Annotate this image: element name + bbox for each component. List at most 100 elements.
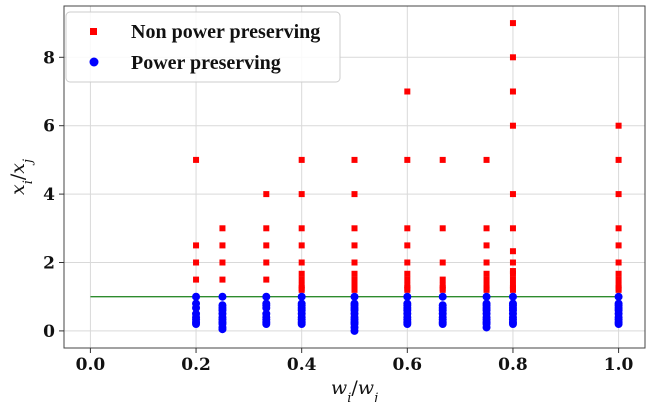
point-non-power-preserving xyxy=(404,156,411,163)
point-non-power-preserving xyxy=(483,259,490,266)
point-non-power-preserving xyxy=(298,242,305,249)
point-non-power-preserving xyxy=(483,242,490,249)
data-points xyxy=(192,20,623,335)
point-non-power-preserving xyxy=(193,276,200,283)
point-non-power-preserving xyxy=(615,286,622,293)
point-power-preserving xyxy=(403,320,412,329)
point-non-power-preserving xyxy=(351,225,358,232)
point-non-power-preserving xyxy=(298,270,305,277)
point-non-power-preserving xyxy=(509,270,516,277)
point-non-power-preserving xyxy=(263,225,270,232)
point-power-preserving xyxy=(262,303,271,312)
point-non-power-preserving xyxy=(615,259,622,266)
point-non-power-preserving xyxy=(509,276,516,283)
legend-box xyxy=(65,11,341,83)
point-non-power-preserving xyxy=(439,286,446,293)
point-non-power-preserving xyxy=(193,259,200,266)
x-tick-label: 0.8 xyxy=(498,355,528,375)
x-tick-label: 1.0 xyxy=(604,355,634,375)
point-non-power-preserving xyxy=(298,286,305,293)
y-tick-label: 6 xyxy=(43,117,55,137)
y-axis-ticks: 0 2 4 6 8 xyxy=(43,48,64,342)
point-non-power-preserving xyxy=(439,259,446,266)
point-non-power-preserving xyxy=(509,54,516,61)
point-non-power-preserving xyxy=(509,122,516,129)
point-power-preserving xyxy=(297,320,306,329)
point-non-power-preserving xyxy=(351,286,358,293)
y-tick-label: 2 xyxy=(43,254,55,274)
point-non-power-preserving xyxy=(219,276,226,283)
x-axis-ticks: 0.0 0.2 0.4 0.6 0.8 1.0 xyxy=(76,348,634,375)
point-non-power-preserving xyxy=(615,276,622,283)
point-non-power-preserving xyxy=(219,242,226,249)
point-non-power-preserving xyxy=(263,259,270,266)
point-power-preserving xyxy=(192,320,201,329)
legend-marker-non-power-preserving xyxy=(90,28,97,35)
point-non-power-preserving xyxy=(351,270,358,277)
y-axis-label: xi/xj xyxy=(7,159,36,195)
point-non-power-preserving xyxy=(615,270,622,277)
point-non-power-preserving xyxy=(615,156,622,163)
point-non-power-preserving xyxy=(351,276,358,283)
point-power-preserving xyxy=(297,292,306,301)
point-non-power-preserving xyxy=(219,225,226,232)
point-non-power-preserving xyxy=(483,270,490,277)
point-non-power-preserving xyxy=(351,156,358,163)
y-tick-label: 0 xyxy=(43,322,55,342)
point-non-power-preserving xyxy=(509,286,516,293)
point-power-preserving xyxy=(218,292,227,301)
point-power-preserving xyxy=(192,303,201,312)
point-non-power-preserving xyxy=(298,225,305,232)
point-non-power-preserving xyxy=(298,276,305,283)
point-power-preserving xyxy=(482,323,491,332)
point-non-power-preserving xyxy=(509,20,516,27)
point-power-preserving xyxy=(350,326,359,335)
y-tick-label: 4 xyxy=(43,185,55,205)
point-non-power-preserving xyxy=(509,88,516,95)
point-power-preserving xyxy=(482,292,491,301)
point-non-power-preserving xyxy=(509,191,516,198)
plot-area-frame xyxy=(63,5,646,349)
point-non-power-preserving xyxy=(509,248,516,255)
point-non-power-preserving xyxy=(509,225,516,232)
point-non-power-preserving xyxy=(298,191,305,198)
point-non-power-preserving xyxy=(615,225,622,232)
point-non-power-preserving xyxy=(193,156,200,163)
point-power-preserving xyxy=(192,292,201,301)
point-power-preserving xyxy=(403,292,412,301)
point-non-power-preserving xyxy=(615,122,622,129)
point-power-preserving xyxy=(438,292,447,301)
x-tick-label: 0.4 xyxy=(287,355,317,375)
point-non-power-preserving xyxy=(439,225,446,232)
point-power-preserving xyxy=(350,292,359,301)
point-power-preserving xyxy=(262,320,271,329)
legend-label-power-preserving: Power preserving xyxy=(131,52,281,74)
x-tick-label: 0.2 xyxy=(181,355,211,375)
point-non-power-preserving xyxy=(615,191,622,198)
point-non-power-preserving xyxy=(404,270,411,277)
point-non-power-preserving xyxy=(483,286,490,293)
x-axis-label: wi/wj xyxy=(331,377,378,402)
legend-label-non-power-preserving: Non power preserving xyxy=(131,21,320,43)
point-power-preserving xyxy=(218,325,227,334)
point-power-preserving xyxy=(614,292,623,301)
point-non-power-preserving xyxy=(298,156,305,163)
legend-marker-power-preserving xyxy=(89,57,99,67)
point-power-preserving xyxy=(614,320,623,329)
point-non-power-preserving xyxy=(483,156,490,163)
point-non-power-preserving xyxy=(351,191,358,198)
point-non-power-preserving xyxy=(351,242,358,249)
point-non-power-preserving xyxy=(483,225,490,232)
x-tick-label: 0.6 xyxy=(393,355,423,375)
point-non-power-preserving xyxy=(509,259,516,266)
point-non-power-preserving xyxy=(439,156,446,163)
point-non-power-preserving xyxy=(404,225,411,232)
point-non-power-preserving xyxy=(351,259,358,266)
point-non-power-preserving xyxy=(298,259,305,266)
point-non-power-preserving xyxy=(404,276,411,283)
point-power-preserving xyxy=(438,320,447,329)
point-non-power-preserving xyxy=(263,276,270,283)
point-non-power-preserving xyxy=(615,242,622,249)
point-non-power-preserving xyxy=(263,242,270,249)
